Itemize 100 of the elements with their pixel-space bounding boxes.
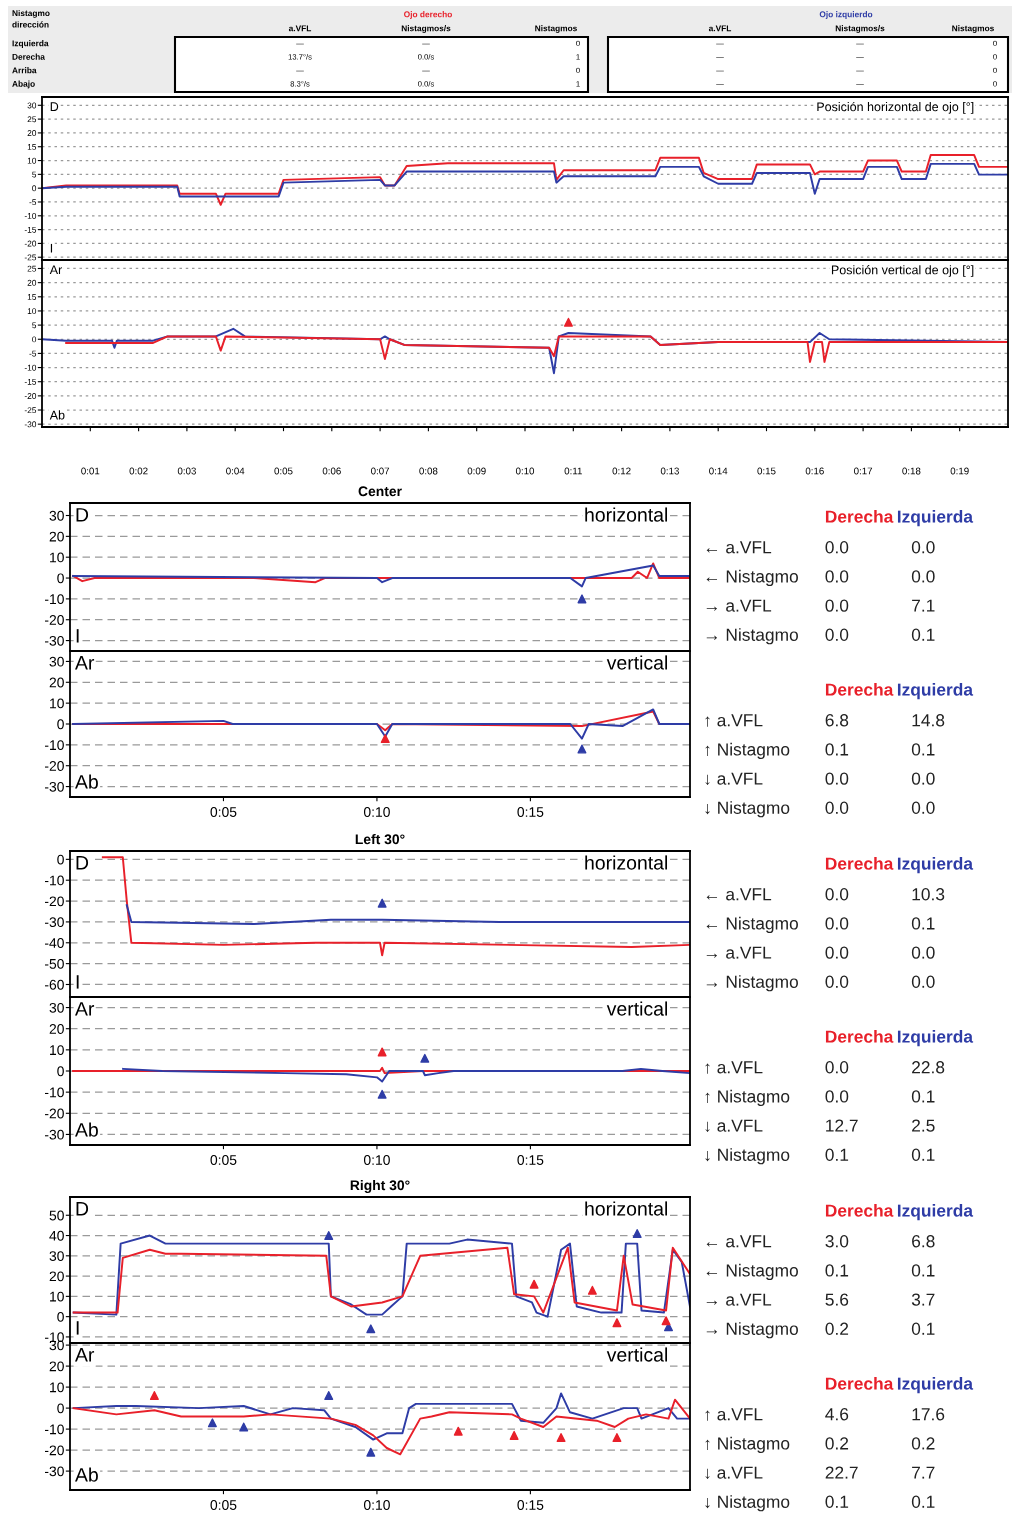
category-label: → Nistagmo [706, 628, 798, 645]
y-tick-label: -50 [44, 958, 64, 969]
point [366, 1324, 376, 1334]
y-tick-label: -20 [44, 615, 64, 625]
line-series [122, 1067, 690, 1083]
y-tick-label: 40 [49, 1230, 64, 1241]
y-tick-label: -25 [24, 407, 37, 414]
y-tick-label: 50 [49, 1210, 64, 1221]
y-tick-label: 5 [32, 171, 37, 178]
text: 7.7 [912, 1466, 935, 1479]
text: 0.1 [825, 1264, 849, 1277]
y-tick-label: -10 [44, 740, 64, 751]
category-label: ↑ Nistagmo [705, 1089, 790, 1107]
y-tick-label: -20 [44, 896, 64, 907]
x-tick-label: 0:05 [274, 467, 293, 475]
point [587, 1285, 597, 1295]
category-label: Izquierda [897, 857, 974, 874]
point [661, 1316, 671, 1326]
category-label: ← a.VFL [706, 1235, 772, 1248]
x-tick-label: 0:19 [950, 467, 969, 475]
point [632, 1229, 642, 1238]
y-tick-label: -30 [44, 781, 64, 792]
point [377, 1047, 387, 1057]
x-tick-label: 0:15 [517, 1155, 544, 1165]
category-label: → a.VFL [706, 1293, 772, 1306]
annotation: Ab [75, 1122, 98, 1137]
annotation: I [76, 1321, 79, 1335]
x-tick-label: 0:09 [467, 467, 486, 475]
x-tick-label: 0:08 [419, 467, 438, 475]
y-tick-label: 30 [49, 510, 64, 521]
x-tick-label: 0:10 [363, 1155, 390, 1165]
annotation: vertical [606, 655, 667, 670]
text: 6.8 [825, 714, 849, 727]
text: 0.0 [911, 772, 935, 785]
annotation: D [76, 508, 89, 522]
text: 0.1 [825, 743, 849, 756]
x-tick-label: 0:02 [129, 467, 148, 475]
y-tick-label: -15 [24, 226, 37, 233]
x-tick-label: 0:10 [363, 807, 390, 817]
y-tick-label: -20 [44, 1108, 64, 1119]
y-tick-label: 0 [57, 1311, 64, 1322]
category-label: Derecha [825, 1204, 894, 1217]
category-label: ← Nistagmo [706, 569, 798, 587]
text: 0.0 [911, 801, 935, 814]
y-tick-label: 30 [49, 656, 64, 667]
text: 0.0 [911, 946, 935, 959]
y-tick-label: 20 [49, 1271, 64, 1282]
line-series [72, 1246, 690, 1314]
annotation: Ar [75, 656, 95, 670]
point [612, 1318, 622, 1328]
category-label: ← Nistagmo [706, 916, 798, 934]
y-tick-label: -10 [44, 594, 64, 605]
text: 12.7 [826, 1119, 858, 1132]
category-label: ↑ Nistagmo [705, 742, 790, 760]
text: 0.1 [825, 1495, 849, 1508]
y-tick-label: 10 [50, 1382, 64, 1393]
y-tick-label: -60 [44, 979, 64, 990]
text: 0.1 [911, 917, 935, 930]
category-label: ↓ Nistagmo [705, 1148, 790, 1165]
category-label: Nistagmos [535, 25, 577, 33]
text: 0.0 [825, 541, 849, 554]
y-tick-label: 20 [49, 531, 64, 542]
category-label: → Nistagmo [706, 1322, 798, 1339]
category-label: ↑ a.VFL [705, 1408, 763, 1421]
category-label: → a.VFL [706, 946, 772, 959]
x-tick-label: 0:03 [177, 467, 196, 475]
category-label: ↓ Nistagmo [705, 801, 790, 818]
x-tick-label: 0:10 [515, 467, 535, 475]
annotation: horizontal [585, 507, 668, 522]
annotation: Ab [49, 410, 65, 420]
annotation: D [76, 856, 89, 870]
text: 0.1 [911, 1090, 935, 1103]
x-tick-label: 0:15 [517, 807, 544, 817]
y-tick-label: 20 [27, 279, 37, 286]
annotation: Ab [75, 774, 98, 789]
y-tick-label: 25 [27, 116, 37, 123]
x-tick-label: 0:01 [81, 467, 100, 475]
text: 0.1 [911, 1495, 935, 1508]
y-tick-label: -20 [44, 1445, 64, 1456]
y-tick-label: -10 [44, 1424, 64, 1435]
y-tick-label: 0 [57, 573, 64, 584]
category-label: → Nistagmo [706, 975, 798, 992]
text: 0.0 [825, 628, 849, 641]
y-tick-label: -10 [44, 875, 64, 886]
text: 0.1 [911, 1322, 935, 1335]
text: 0.2 [825, 1322, 849, 1335]
y-tick-label: 10 [50, 552, 64, 563]
text: 0.1 [911, 1148, 935, 1161]
y-tick-label: 0 [32, 336, 37, 343]
x-tick-label: 0:06 [322, 467, 341, 475]
point [453, 1426, 463, 1436]
y-tick-label: -25 [24, 254, 37, 261]
category-label: Derecha [825, 1377, 894, 1390]
point [239, 1422, 249, 1432]
category-label: Izquierda [897, 683, 974, 700]
category-label: Izquierda [897, 1030, 974, 1047]
text: 22.7 [825, 1466, 858, 1479]
y-tick-label: -30 [44, 635, 64, 646]
annotation: I [50, 243, 53, 253]
category-label: Nistagmos/s [835, 25, 885, 33]
